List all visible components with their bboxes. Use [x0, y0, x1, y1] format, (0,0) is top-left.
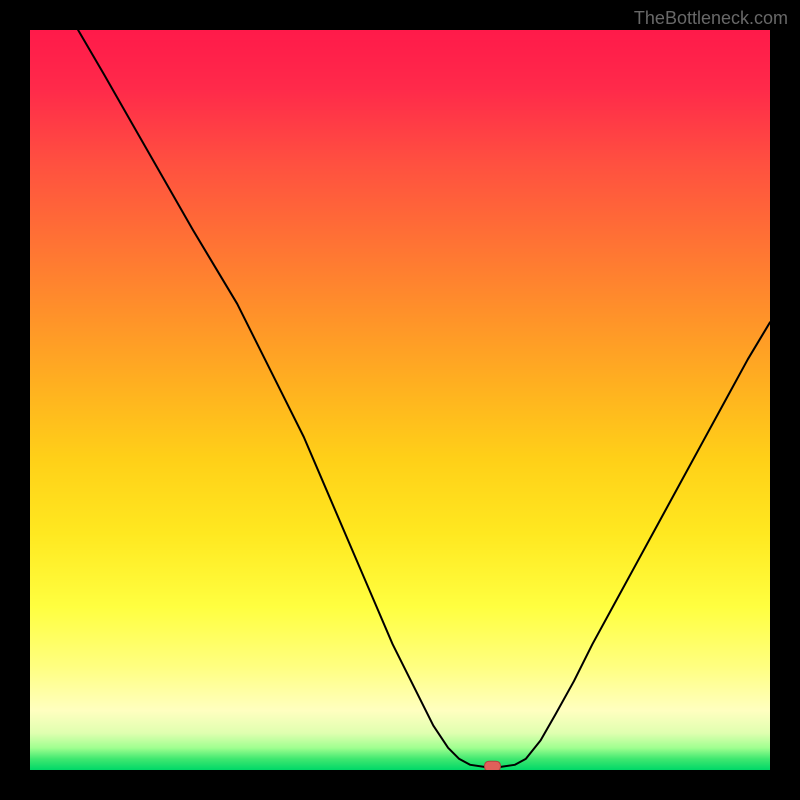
chart-canvas [30, 30, 770, 770]
bottleneck-chart [30, 30, 770, 770]
watermark: TheBottleneck.com [634, 8, 788, 29]
